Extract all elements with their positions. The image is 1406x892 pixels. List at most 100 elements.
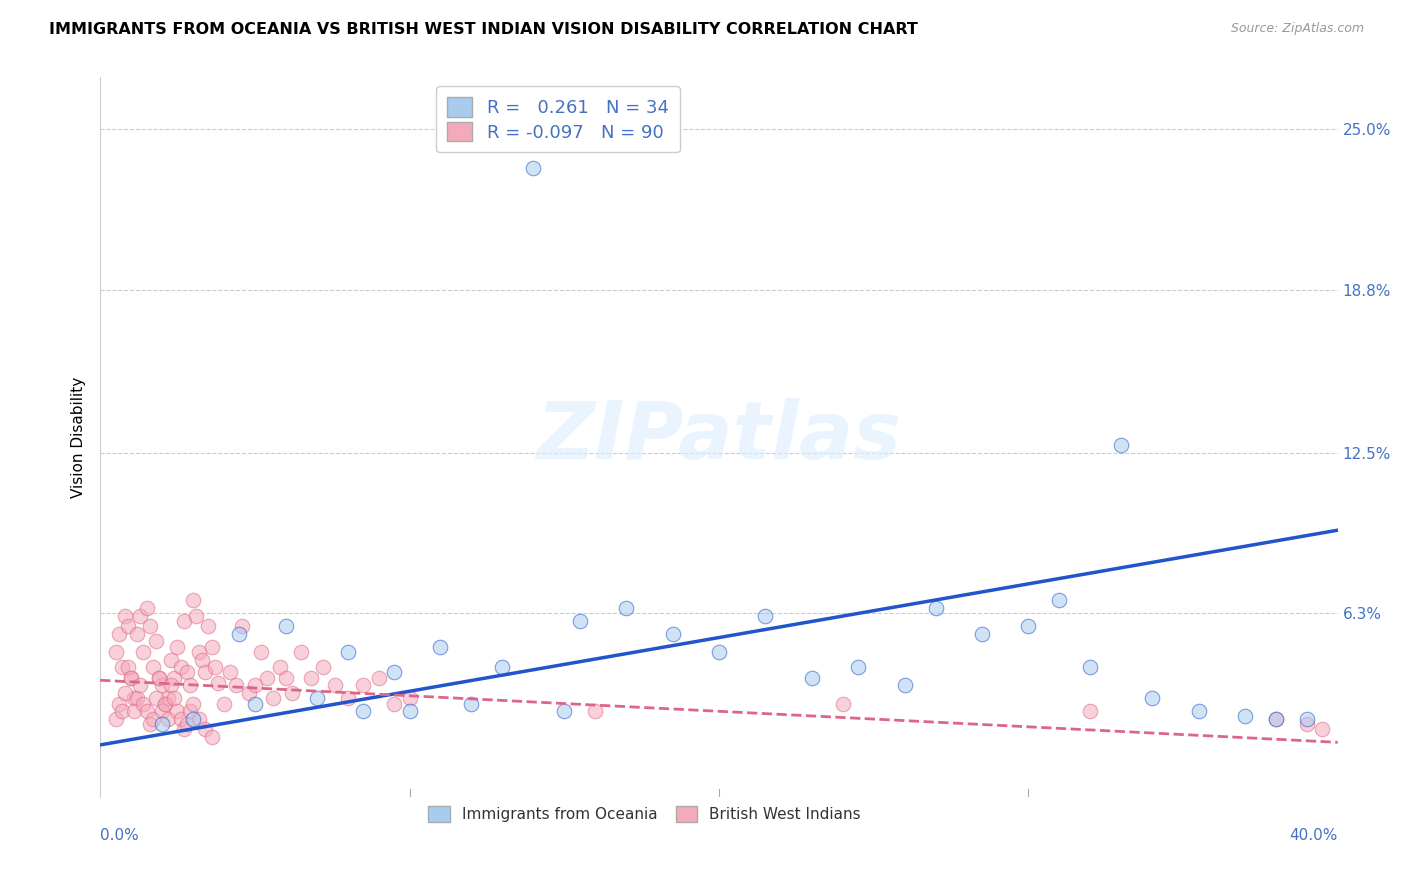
Point — [114, 686, 136, 700]
Point — [398, 691, 420, 706]
Point — [382, 697, 405, 711]
Point — [153, 697, 176, 711]
Point — [323, 678, 346, 692]
Point — [204, 660, 226, 674]
Point — [491, 660, 513, 674]
Point — [127, 691, 149, 706]
Point — [243, 678, 266, 692]
Point — [1295, 717, 1317, 731]
Point — [163, 671, 186, 685]
Point — [398, 704, 420, 718]
Point — [661, 626, 683, 640]
Point — [290, 645, 312, 659]
Point — [250, 645, 273, 659]
Point — [800, 671, 823, 685]
Point — [104, 712, 127, 726]
Point — [127, 626, 149, 640]
Point — [1295, 712, 1317, 726]
Point — [169, 660, 191, 674]
Point — [707, 645, 730, 659]
Point — [231, 619, 253, 633]
Point — [460, 697, 482, 711]
Point — [104, 645, 127, 659]
Point — [568, 614, 591, 628]
Point — [142, 712, 165, 726]
Y-axis label: Vision Disability: Vision Disability — [72, 376, 86, 498]
Point — [243, 697, 266, 711]
Point — [305, 691, 328, 706]
Point — [1047, 593, 1070, 607]
Point — [173, 723, 195, 737]
Point — [583, 704, 606, 718]
Point — [1233, 709, 1256, 723]
Point — [181, 712, 204, 726]
Point — [160, 652, 183, 666]
Point — [184, 608, 207, 623]
Point — [1017, 619, 1039, 633]
Point — [274, 671, 297, 685]
Point — [160, 678, 183, 692]
Point — [367, 671, 389, 685]
Point — [135, 704, 157, 718]
Point — [281, 686, 304, 700]
Point — [188, 712, 211, 726]
Point — [197, 619, 219, 633]
Text: IMMIGRANTS FROM OCEANIA VS BRITISH WEST INDIAN VISION DISABILITY CORRELATION CHA: IMMIGRANTS FROM OCEANIA VS BRITISH WEST … — [49, 22, 918, 37]
Point — [219, 665, 242, 680]
Point — [614, 600, 637, 615]
Point — [522, 161, 544, 175]
Point — [256, 671, 278, 685]
Point — [107, 697, 129, 711]
Point — [754, 608, 776, 623]
Point — [893, 678, 915, 692]
Point — [336, 691, 359, 706]
Point — [194, 723, 217, 737]
Point — [1078, 660, 1101, 674]
Point — [132, 645, 155, 659]
Point — [166, 704, 188, 718]
Point — [148, 671, 170, 685]
Point — [970, 626, 993, 640]
Point — [312, 660, 335, 674]
Point — [352, 678, 374, 692]
Point — [831, 697, 853, 711]
Point — [1310, 723, 1333, 737]
Point — [846, 660, 869, 674]
Point — [1264, 712, 1286, 726]
Point — [120, 671, 142, 685]
Point — [1187, 704, 1209, 718]
Point — [150, 717, 173, 731]
Point — [117, 619, 139, 633]
Point — [163, 691, 186, 706]
Point — [132, 697, 155, 711]
Point — [382, 665, 405, 680]
Point — [166, 640, 188, 654]
Point — [111, 660, 134, 674]
Point — [429, 640, 451, 654]
Point — [138, 619, 160, 633]
Point — [1264, 712, 1286, 726]
Point — [145, 691, 167, 706]
Point — [148, 671, 170, 685]
Point — [169, 712, 191, 726]
Text: Source: ZipAtlas.com: Source: ZipAtlas.com — [1230, 22, 1364, 36]
Point — [142, 660, 165, 674]
Point — [269, 660, 291, 674]
Point — [173, 614, 195, 628]
Point — [299, 671, 322, 685]
Point — [274, 619, 297, 633]
Point — [238, 686, 260, 700]
Point — [207, 676, 229, 690]
Point — [336, 645, 359, 659]
Point — [553, 704, 575, 718]
Legend: Immigrants from Oceania, British West Indians: Immigrants from Oceania, British West In… — [422, 800, 868, 829]
Point — [176, 717, 198, 731]
Text: 40.0%: 40.0% — [1289, 828, 1337, 843]
Point — [120, 671, 142, 685]
Point — [1109, 438, 1132, 452]
Point — [122, 704, 145, 718]
Point — [157, 712, 180, 726]
Point — [157, 691, 180, 706]
Point — [228, 626, 250, 640]
Point — [107, 626, 129, 640]
